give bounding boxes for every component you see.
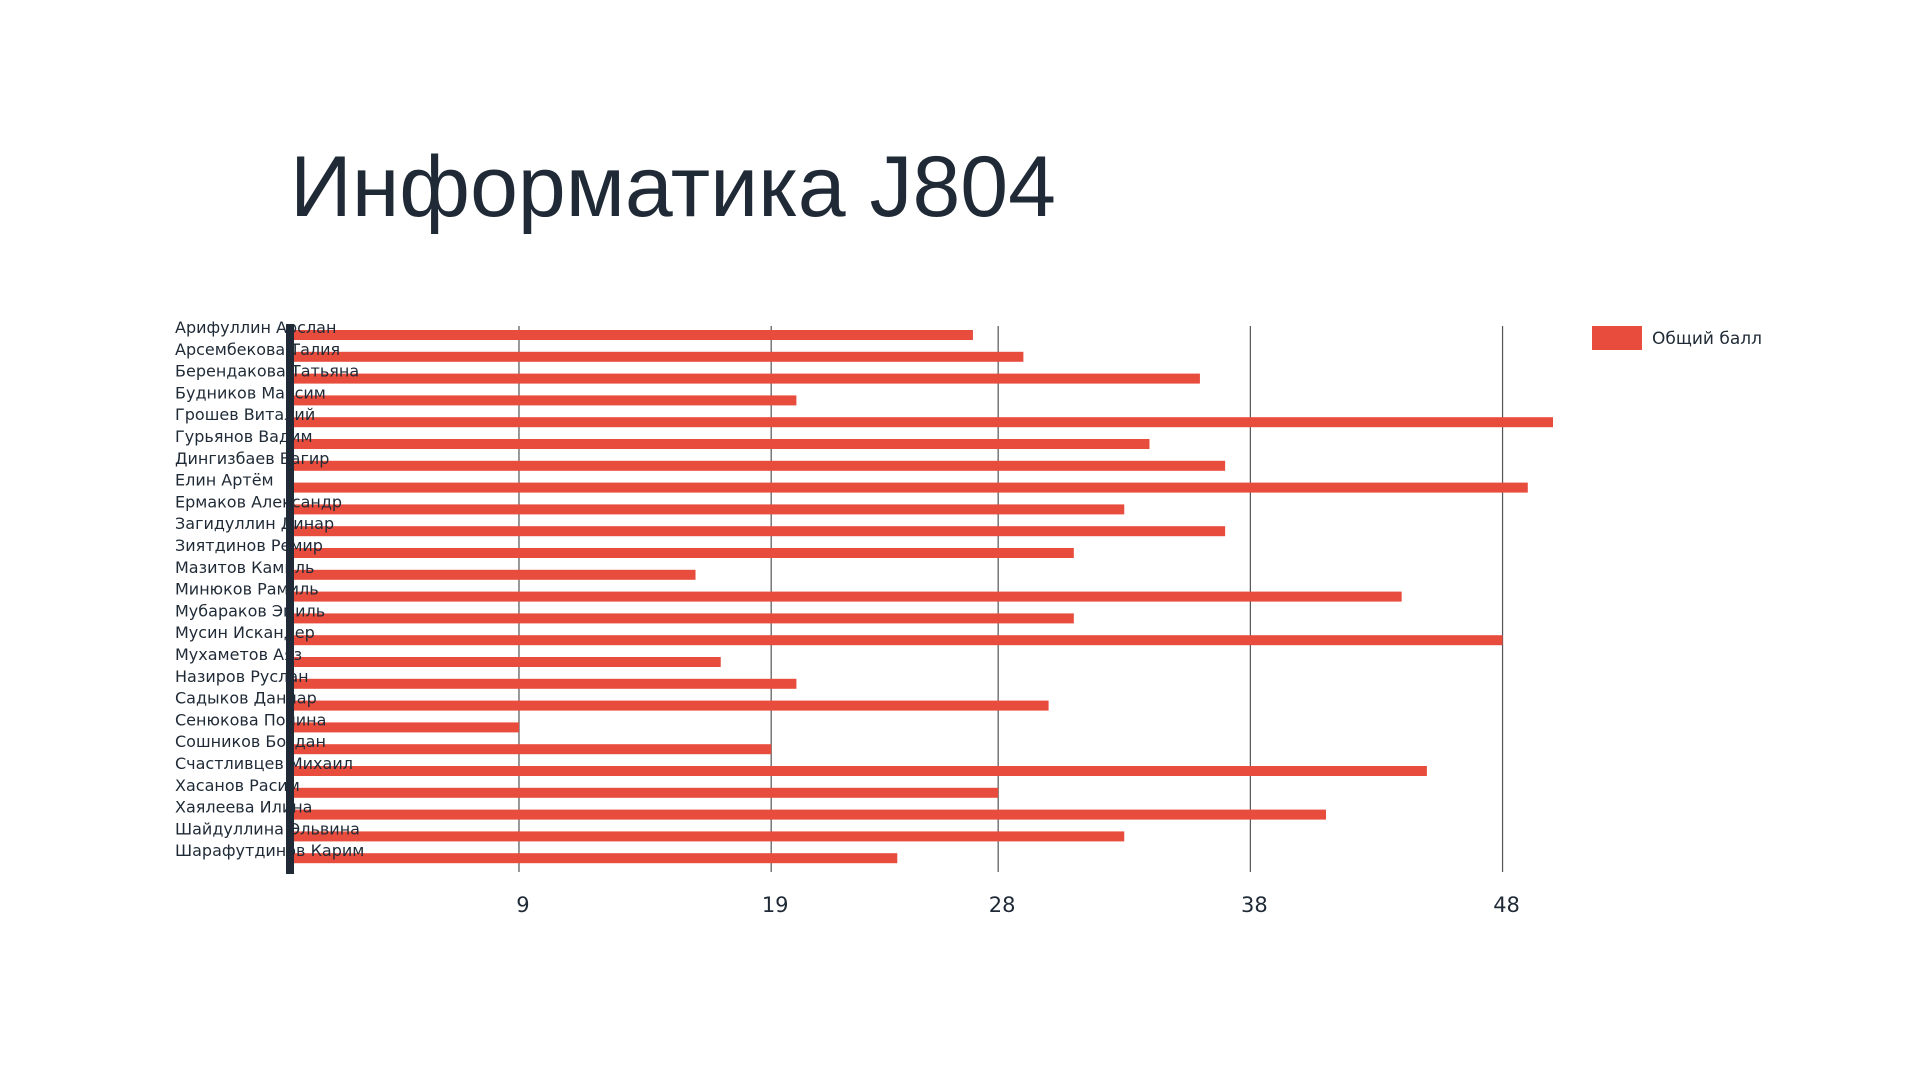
bar-20 xyxy=(292,766,1427,776)
chart-title: Информатика J804 xyxy=(290,139,1056,235)
bar-2 xyxy=(292,373,1200,384)
x-tick-label-0: 9 xyxy=(516,893,529,917)
category-label-16: Назиров Руслан xyxy=(175,667,309,686)
category-label-3: Будников Максим xyxy=(175,383,326,402)
bar-5 xyxy=(292,439,1150,449)
category-label-9: Загидуллин Динар xyxy=(175,514,334,533)
x-tick-label-2: 28 xyxy=(989,893,1016,917)
legend-swatch xyxy=(1592,326,1642,350)
category-label-12: Минюков Рамиль xyxy=(175,580,319,599)
category-label-13: Мубараков Эмиль xyxy=(175,601,325,620)
category-label-6: Дингизбаев Вагир xyxy=(175,449,329,468)
category-label-24: Шарафутдинов Карим xyxy=(175,841,364,860)
category-label-15: Мухаметов Аяз xyxy=(175,645,302,664)
bar-24 xyxy=(292,853,898,864)
category-label-19: Сошников Богдан xyxy=(175,732,326,751)
category-label-0: Арифуллин Арслан xyxy=(175,318,336,337)
category-label-1: Арсембекова Талия xyxy=(175,340,340,359)
category-label-4: Грошев Виталий xyxy=(175,405,315,424)
bar-17 xyxy=(292,700,1049,711)
bar-9 xyxy=(292,526,1226,537)
category-label-7: Елин Артём xyxy=(175,471,274,490)
category-label-2: Берендакова Татьяна xyxy=(175,362,359,381)
bar-15 xyxy=(292,657,721,667)
bar-19 xyxy=(292,744,772,755)
bar-1 xyxy=(292,351,1024,362)
category-label-5: Гурьянов Вадим xyxy=(175,427,313,446)
bar-16 xyxy=(292,678,797,689)
category-label-8: Ермаков Александр xyxy=(175,492,342,511)
bar-0 xyxy=(292,330,973,340)
category-label-22: Хаялеева Илина xyxy=(175,798,312,817)
bar-13 xyxy=(292,613,1074,624)
category-label-21: Хасанов Расим xyxy=(175,776,300,795)
bar-10 xyxy=(292,548,1074,558)
x-tick-label-1: 19 xyxy=(762,893,789,917)
bar-12 xyxy=(292,591,1402,602)
x-tick-label-3: 38 xyxy=(1241,893,1268,917)
legend-label: Общий балл xyxy=(1652,329,1762,349)
bar-18 xyxy=(292,722,519,733)
bar-22 xyxy=(292,809,1327,820)
y-axis-line xyxy=(286,324,294,874)
category-label-20: Счастливцев Михаил xyxy=(175,754,353,773)
category-label-10: Зиятдинов Ремир xyxy=(175,536,323,555)
bar-4 xyxy=(292,417,1553,428)
bar-21 xyxy=(292,787,999,798)
bar-6 xyxy=(292,460,1226,471)
bar-11 xyxy=(292,569,696,580)
bar-8 xyxy=(292,504,1125,515)
bar-7 xyxy=(292,482,1528,493)
category-label-14: Мусин Искандер xyxy=(175,623,315,642)
bar-3 xyxy=(292,395,797,406)
category-label-18: Сенюкова Полина xyxy=(175,710,326,729)
category-label-17: Садыков Даниар xyxy=(175,689,317,708)
x-tick-label-4: 48 xyxy=(1493,893,1520,917)
category-label-11: Мазитов Камиль xyxy=(175,558,314,577)
category-label-23: Шайдуллина Эльвина xyxy=(175,819,360,838)
bar-14 xyxy=(292,635,1503,646)
bar-23 xyxy=(292,831,1125,842)
